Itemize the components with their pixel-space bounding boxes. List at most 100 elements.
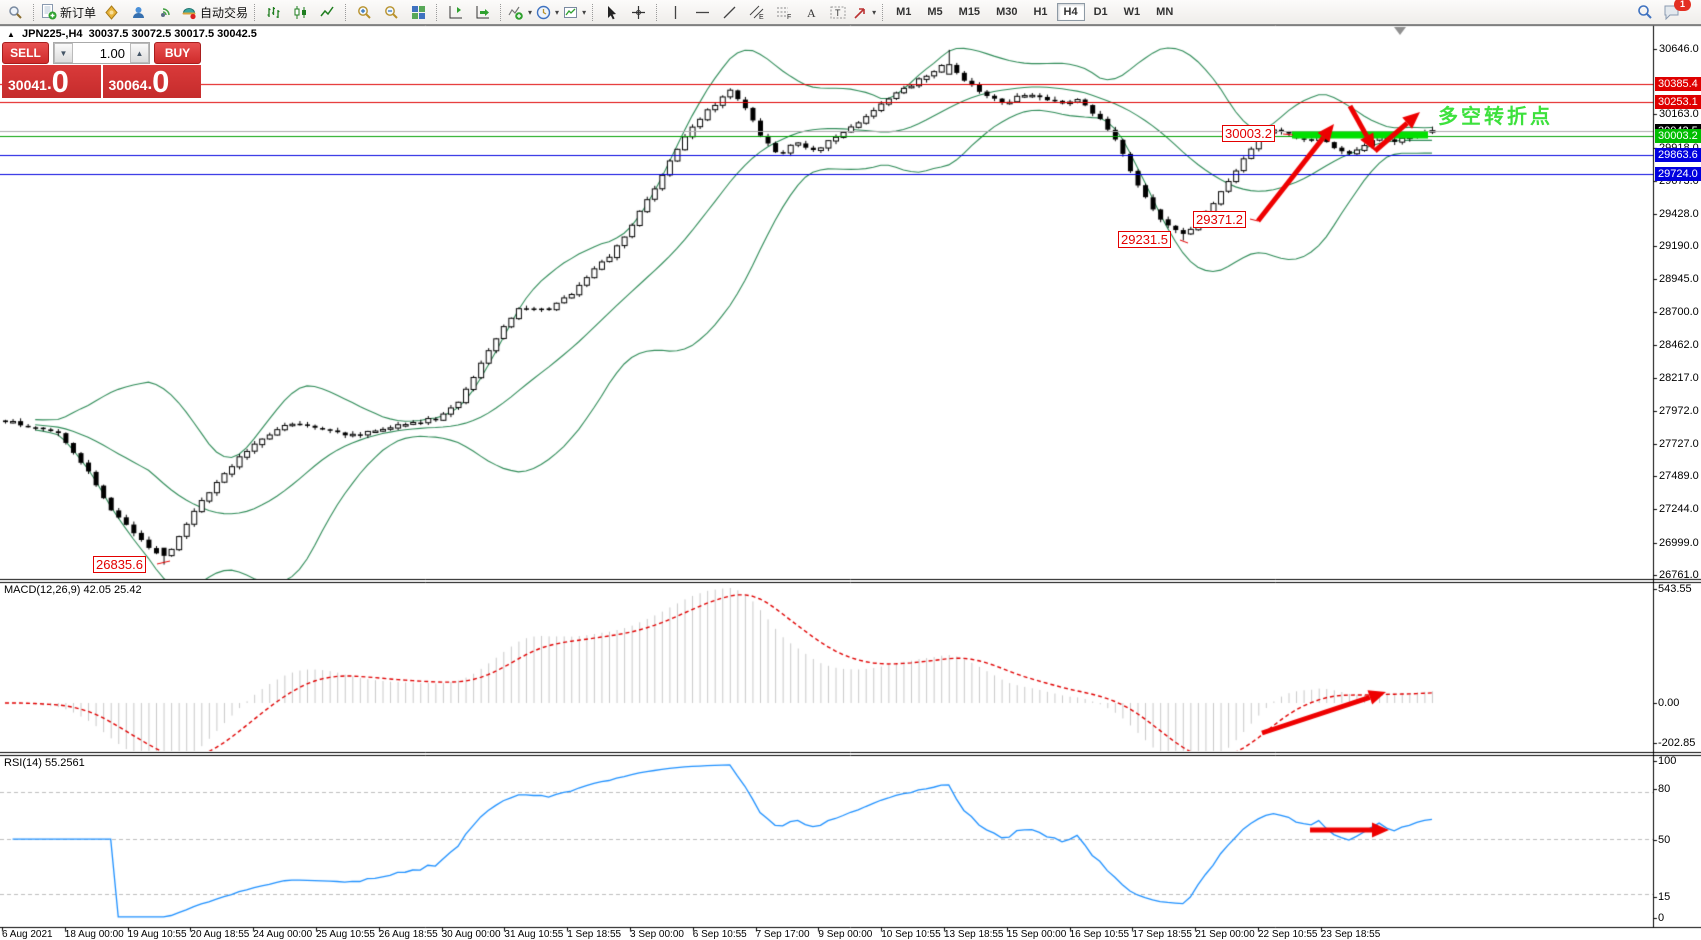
community-button[interactable] [125, 2, 152, 23]
notifications-button[interactable]: 1 [1658, 0, 1691, 23]
text-icon: A [807, 6, 816, 20]
toolbar-separator [33, 3, 35, 21]
chart-shift-button[interactable] [442, 2, 469, 23]
metaeditor-button[interactable] [98, 2, 125, 23]
timeframe-h1[interactable]: H1 [1033, 6, 1048, 18]
timeframe-m30[interactable]: M30 [996, 6, 1018, 18]
add-indicator-button[interactable]: ▾ [506, 2, 534, 23]
time-tick-label: 13 Sep 18:55 [944, 929, 1004, 940]
timeframe-m1[interactable]: M1 [896, 6, 912, 18]
toolbar-separator [500, 3, 502, 21]
toolbar-separator [254, 3, 256, 21]
autotrading-label: 自动交易 [200, 5, 249, 20]
sell-price-display[interactable]: 30041 . 0 [2, 65, 101, 98]
chart-ohlc-values: 30037.5 30072.5 30017.5 30042.5 [88, 28, 257, 40]
timeframe-m15[interactable]: M15 [958, 6, 981, 18]
timeframe-mn[interactable]: MN [1156, 6, 1174, 18]
templates-button[interactable]: ▾ [561, 2, 588, 23]
pane-divider-macd[interactable] [0, 577, 1701, 584]
trendline-tool[interactable] [716, 2, 743, 23]
buy-button[interactable]: BUY [154, 42, 201, 64]
time-tick-label: 19 Aug 10:55 [127, 929, 187, 940]
toolbar-separator [592, 3, 594, 21]
timeframe-h4[interactable]: H4 [1056, 3, 1085, 21]
tile-windows-button[interactable] [405, 2, 432, 23]
candlestick-chart-button[interactable] [287, 2, 314, 23]
text-tool[interactable]: A [797, 2, 824, 23]
turning-point-annotation[interactable]: 多空转折点 [1438, 106, 1553, 128]
sell-price-fraction: 0 [51, 65, 69, 98]
price-annotation-label[interactable]: 29231.5 [1118, 231, 1171, 248]
crosshair-tool-button[interactable] [625, 2, 652, 23]
time-tick-label: 6 Aug 2021 [2, 929, 53, 940]
arrow-object-icon [854, 7, 865, 19]
sell-button[interactable]: SELL [2, 42, 49, 64]
symbol-search-icon[interactable] [2, 2, 29, 23]
auto-scroll-button[interactable] [469, 2, 496, 23]
line-chart-icon [320, 6, 334, 16]
macd-scale-label: 543.55 [1658, 583, 1692, 595]
time-tick-label: 25 Aug 10:55 [316, 929, 375, 940]
new-order-button[interactable]: 新订单 [39, 2, 98, 23]
fibonacci-tool[interactable]: F [770, 2, 797, 23]
rsi-indicator-label: RSI(14) 55.2561 [4, 757, 85, 769]
price-line-badge: 30253.1 [1655, 95, 1701, 110]
chart-symbol-period: JPN225-,H4 [21, 28, 83, 40]
timeframe-m5[interactable]: M5 [927, 6, 943, 18]
zoom-in-button[interactable] [351, 2, 378, 23]
line-chart-button[interactable] [314, 2, 341, 23]
candlestick-chart-icon [294, 5, 307, 19]
price-tick-label: 30163.0 [1659, 108, 1699, 121]
text-label-icon: T [830, 6, 846, 18]
search-button[interactable] [1631, 2, 1658, 23]
zoom-out-icon [385, 5, 398, 19]
time-tick-label: 31 Aug 10:55 [504, 929, 564, 940]
vertical-line-tool[interactable] [662, 2, 689, 23]
equidistant-channel-tool[interactable]: E [743, 2, 770, 23]
chart-shift-icon [449, 5, 463, 18]
price-annotation-label[interactable]: 26835.6 [93, 556, 146, 573]
svg-text:T: T [835, 8, 841, 18]
horizontal-line-tool[interactable] [689, 2, 716, 23]
periods-button[interactable]: ▾ [534, 2, 561, 23]
one-click-trading-panel: SELL ▼ ▲ BUY 30041 . 0 30064 . 0 [2, 42, 201, 98]
zoom-in-icon [358, 5, 371, 19]
trendline-icon [723, 6, 736, 18]
zoom-out-button[interactable] [378, 2, 405, 23]
price-tick-label: 28462.0 [1659, 338, 1699, 351]
new-order-icon [42, 4, 57, 20]
horizontal-line-icon [696, 11, 710, 13]
time-tick-label: 17 Sep 18:55 [1132, 929, 1192, 940]
timeframe-d1[interactable]: D1 [1093, 6, 1108, 18]
timeframe-group: M1 M5 M15 M30 H1 H4 D1 W1 MN [888, 3, 1181, 21]
svg-text:A: A [807, 6, 816, 20]
bar-chart-button[interactable] [260, 2, 287, 23]
collapse-chart-icon[interactable]: ▲ [7, 30, 15, 39]
buy-price-display[interactable]: 30064 . 0 [102, 65, 201, 98]
clock-icon [536, 5, 551, 19]
price-tick-label: 29190.0 [1659, 240, 1699, 253]
price-line-badge: 29863.6 [1655, 147, 1701, 162]
community-icon [133, 6, 145, 18]
broadcast-button[interactable] [152, 2, 179, 23]
pane-divider-rsi[interactable] [0, 750, 1701, 757]
volume-decrease-button[interactable]: ▼ [54, 43, 73, 63]
time-tick-label: 16 Sep 10:55 [1069, 929, 1130, 940]
volume-increase-button[interactable]: ▲ [130, 43, 149, 63]
price-tick-label: 26999.0 [1659, 536, 1699, 549]
autotrading-button[interactable]: 自动交易 [179, 2, 250, 23]
buy-price-dot: . [147, 74, 153, 93]
timeframe-w1[interactable]: W1 [1123, 6, 1141, 18]
svg-text:F: F [787, 14, 791, 20]
search-icon [1637, 5, 1652, 19]
price-annotation-label[interactable]: 30003.2 [1222, 125, 1275, 142]
cursor-tool-button[interactable] [598, 2, 625, 23]
rsi-scale-label: 0 [1658, 912, 1665, 924]
price-annotation-label[interactable]: 29371.2 [1193, 211, 1246, 228]
time-tick-label: 6 Sep 10:55 [692, 929, 747, 940]
arrows-tool[interactable]: ▾ [851, 2, 878, 23]
rsi-scale-label: 80 [1658, 783, 1671, 795]
volume-input[interactable] [73, 43, 130, 63]
text-label-tool[interactable]: T [824, 2, 851, 23]
